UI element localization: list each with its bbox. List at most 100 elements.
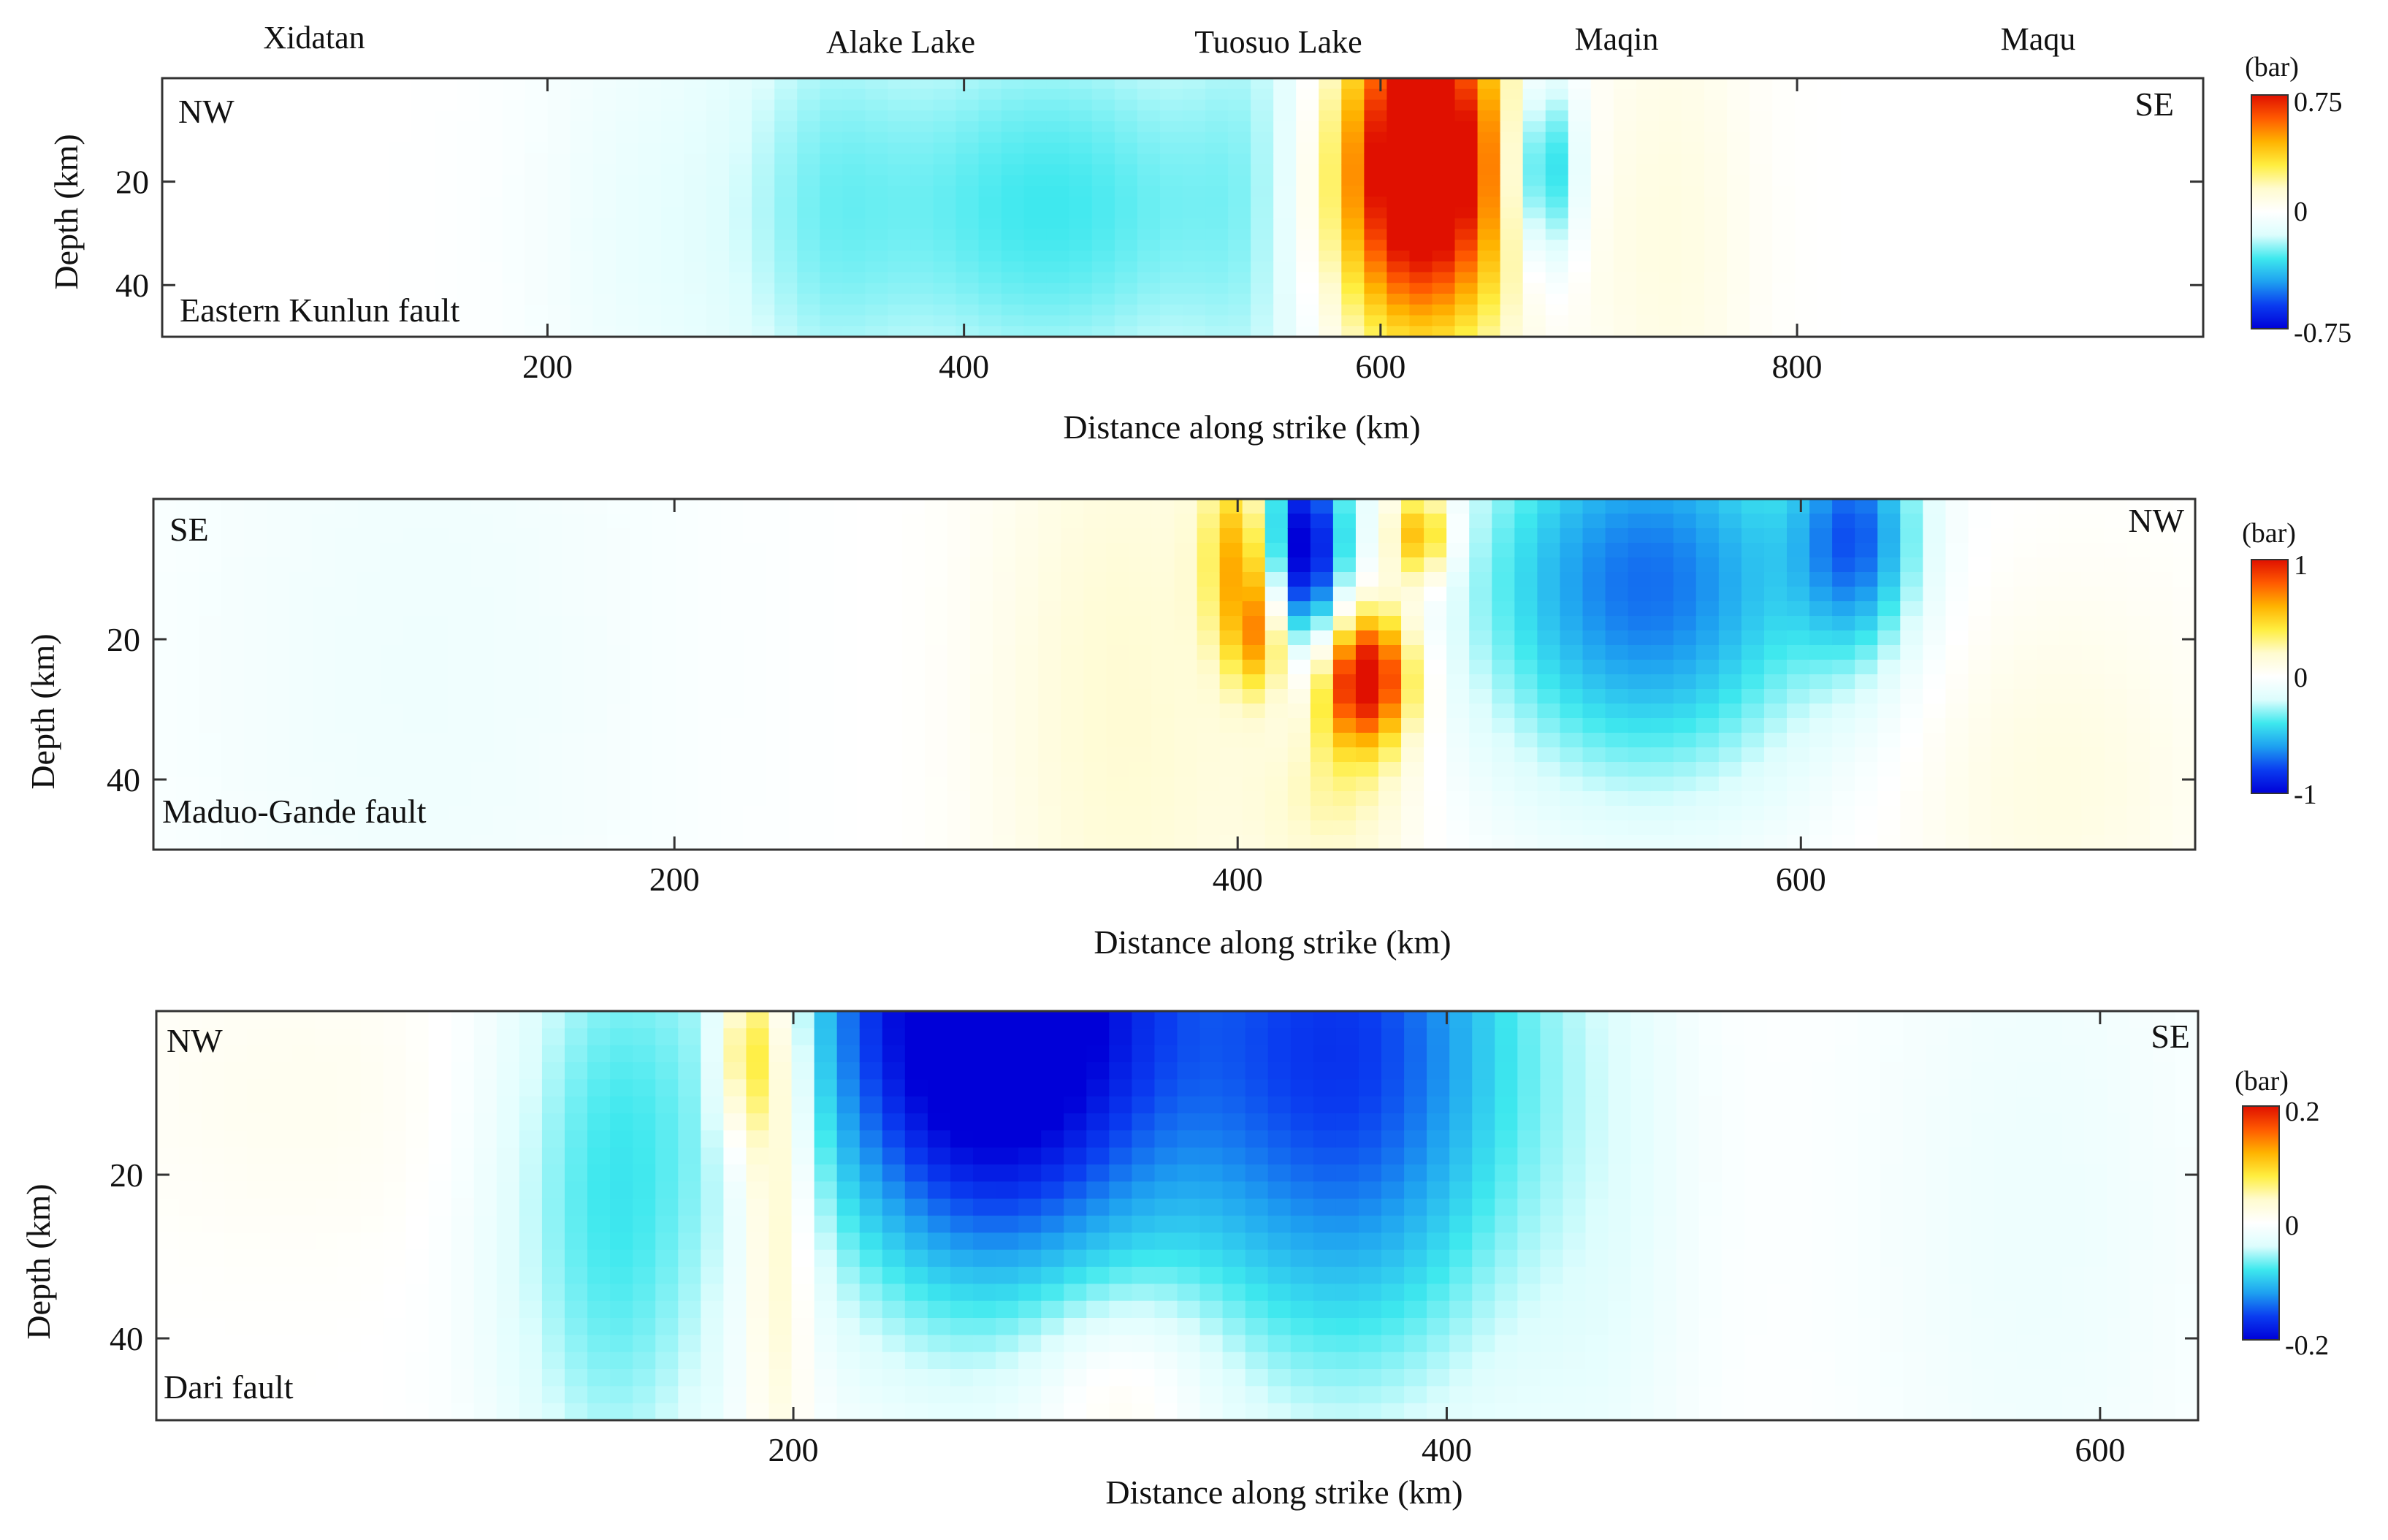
heatmap-cell <box>1424 616 1447 631</box>
heatmap-cell <box>1023 88 1048 101</box>
heatmap-cell <box>1061 514 1084 529</box>
heatmap-cell <box>752 326 775 338</box>
heatmap-cell <box>1976 88 2000 101</box>
heatmap-cell <box>630 762 653 777</box>
heatmap-cell <box>1001 304 1025 316</box>
heatmap-cell <box>752 153 775 165</box>
heatmap-cell <box>547 207 571 219</box>
heatmap-cell <box>1401 557 1424 573</box>
heatmap-cell <box>1650 587 1674 602</box>
heatmap-cells-0 <box>162 78 2204 338</box>
heatmap-cell <box>1953 315 1977 327</box>
heatmap-cell <box>1446 718 1470 733</box>
heatmap-cell <box>1500 326 1524 338</box>
heatmap-cell <box>842 175 866 187</box>
heatmap-cell <box>1378 528 1402 544</box>
heatmap-cell <box>224 1079 248 1097</box>
heatmap-cell <box>176 616 199 631</box>
heatmap-cell <box>570 197 594 208</box>
heatmap-cell <box>2089 315 2113 327</box>
heatmap-cell <box>153 689 177 704</box>
heatmap-cell <box>1976 153 2000 165</box>
heatmap-cell <box>638 207 662 219</box>
heatmap-cell <box>425 543 449 558</box>
heatmap-cell <box>403 528 427 544</box>
heatmap-cell <box>199 557 222 573</box>
heatmap-cell <box>1718 820 1742 836</box>
heatmap-cell <box>366 142 390 154</box>
heatmap-cell <box>1046 207 1070 219</box>
heatmap-cell <box>448 499 472 514</box>
heatmap-cell <box>565 1011 588 1029</box>
heatmap-cell <box>337 1267 362 1284</box>
heatmap-cell <box>451 1011 475 1029</box>
heatmap-cell <box>1015 806 1039 821</box>
heatmap-cell <box>244 616 267 631</box>
heatmap-cell <box>253 207 276 219</box>
heatmap-cell <box>538 791 562 807</box>
heatmap-cell <box>820 294 843 305</box>
heatmap-cell <box>1787 762 1810 777</box>
heatmap-cell <box>428 1130 452 1148</box>
heatmap-cell <box>1809 806 1833 821</box>
heatmap-cell <box>2172 514 2196 529</box>
heatmap-cell <box>267 747 290 763</box>
heatmap-cell <box>247 1164 270 1182</box>
heatmap-cell <box>380 733 404 748</box>
heatmap-cell <box>275 207 299 219</box>
heatmap-cell <box>1968 601 1992 617</box>
heatmap-cell <box>856 587 880 602</box>
heatmap-cell <box>1364 164 1387 176</box>
heatmap-cell <box>607 674 630 690</box>
heatmap-cell <box>1401 499 1424 514</box>
heatmap-cell <box>493 601 517 617</box>
heatmap-cell <box>1174 630 1198 646</box>
heatmap-cell <box>202 1386 225 1404</box>
heatmap-cell <box>1605 733 1629 748</box>
heatmap-cell <box>1432 142 1456 154</box>
heatmap-cell <box>901 528 926 544</box>
heatmap-cell <box>910 78 934 90</box>
heatmap-cell <box>1855 835 1878 850</box>
heatmap-cell <box>1386 197 1411 208</box>
heatmap-cell <box>1046 251 1070 262</box>
heatmap-cell <box>1355 762 1379 777</box>
heatmap-cell <box>1795 229 1818 240</box>
heatmap-cell <box>207 110 231 122</box>
heatmap-cell <box>607 718 630 733</box>
heatmap-cell <box>383 1181 407 1200</box>
heatmap-cell <box>1522 272 1546 283</box>
heatmap-cell <box>519 1249 543 1268</box>
heatmap-cell <box>405 1147 430 1165</box>
heatmap-cell <box>1568 175 1592 187</box>
heatmap-cell <box>811 557 835 573</box>
heatmap-cell <box>1945 514 1969 529</box>
heatmap-cell <box>1695 791 1720 807</box>
heatmap-cell <box>1522 175 1546 187</box>
heatmap-cell <box>1492 645 1515 660</box>
heatmap-cell <box>1296 315 1319 327</box>
heatmap-cell <box>524 164 549 176</box>
heatmap-cell <box>1855 820 1878 836</box>
heatmap-cell <box>366 99 390 111</box>
heatmap-cell <box>244 572 267 587</box>
heatmap-cell <box>1877 587 1901 602</box>
heatmap-cell <box>1401 791 1424 807</box>
heatmap-cell <box>924 791 948 807</box>
heatmap-cell <box>1251 240 1274 251</box>
heatmap-cell <box>1310 704 1334 719</box>
heatmap-cell <box>2172 601 2196 617</box>
heatmap-cell <box>321 153 344 165</box>
heatmap-cell <box>1364 251 1387 262</box>
heatmap-cell <box>684 218 707 230</box>
heatmap-cell <box>1219 514 1243 529</box>
heatmap-cell <box>1772 251 1796 262</box>
heatmap-cell <box>244 660 267 675</box>
heatmap-cell <box>1863 294 1886 305</box>
heatmap-cell <box>1159 218 1183 230</box>
heatmap-cell <box>1560 572 1584 587</box>
heatmap-cell <box>888 283 912 294</box>
heatmap-cell <box>2059 747 2083 763</box>
heatmap-cell <box>2021 121 2045 133</box>
heatmap-cell <box>403 572 427 587</box>
